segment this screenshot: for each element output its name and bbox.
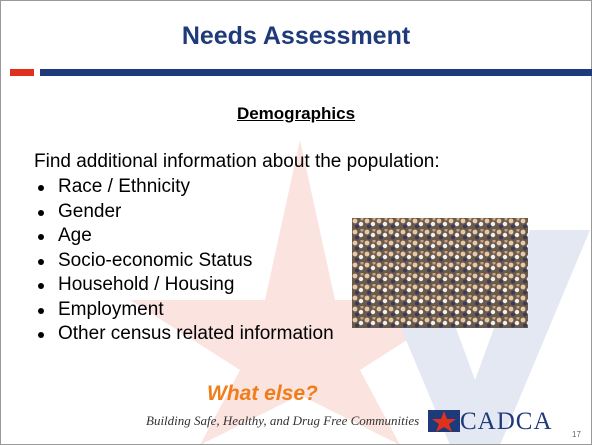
logo: CADCA xyxy=(460,408,553,435)
crowd-photo xyxy=(352,218,528,328)
bullet-item: Gender xyxy=(34,200,334,225)
bullet xyxy=(38,258,44,265)
page-number: 17 xyxy=(572,430,581,439)
bullet xyxy=(38,209,44,216)
title: Needs Assessment xyxy=(181,22,411,50)
bullet-item: Other census related information xyxy=(34,322,334,347)
rule-accent xyxy=(10,69,34,76)
bullet-text: Employment xyxy=(58,298,164,320)
bullet-text: Household / Housing xyxy=(58,274,235,295)
bullet-item: Household / Housing xyxy=(34,273,334,298)
bullet xyxy=(38,234,44,240)
subtitle: Demographics xyxy=(236,104,356,123)
bullet xyxy=(38,283,44,289)
bullet-text: Other census related information xyxy=(58,323,334,344)
bullet-text: Age xyxy=(58,225,92,246)
bullet-list: Race / Ethnicity Gender Age Socio-economic … xyxy=(34,175,334,347)
rule xyxy=(40,69,592,76)
bullet-item: Race / Ethnicity xyxy=(34,175,334,200)
bullet-text: Gender xyxy=(58,200,122,222)
bullet-item: Age xyxy=(34,224,334,249)
watermark-star xyxy=(130,140,470,445)
bullet xyxy=(38,332,44,338)
bullet xyxy=(38,307,44,314)
intro: Find additional information about the po… xyxy=(34,151,440,172)
bullet-item: Socio-economic Status xyxy=(34,249,334,274)
bullet xyxy=(38,185,44,191)
bullet-text: Race / Ethnicity xyxy=(58,176,190,197)
tagline: Building Safe, Healthy, and Drug Free Co… xyxy=(146,413,420,428)
bullet-item: Employment xyxy=(34,298,334,323)
bullet-text: Socio-economic Status xyxy=(58,249,253,271)
logo-star xyxy=(428,410,460,432)
callout: What else? xyxy=(207,382,318,405)
